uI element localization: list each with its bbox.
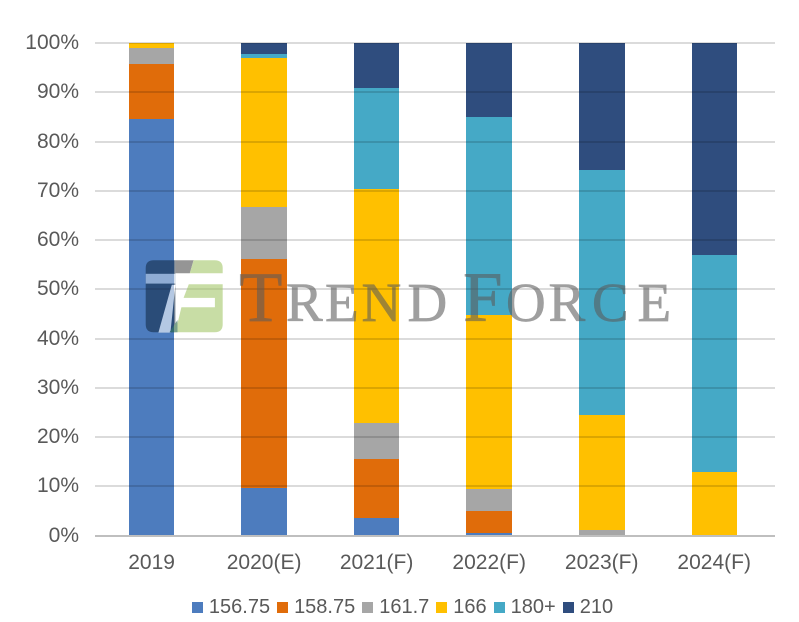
svg-text:TRENDFORCE: TREND FORCE [239,259,671,337]
